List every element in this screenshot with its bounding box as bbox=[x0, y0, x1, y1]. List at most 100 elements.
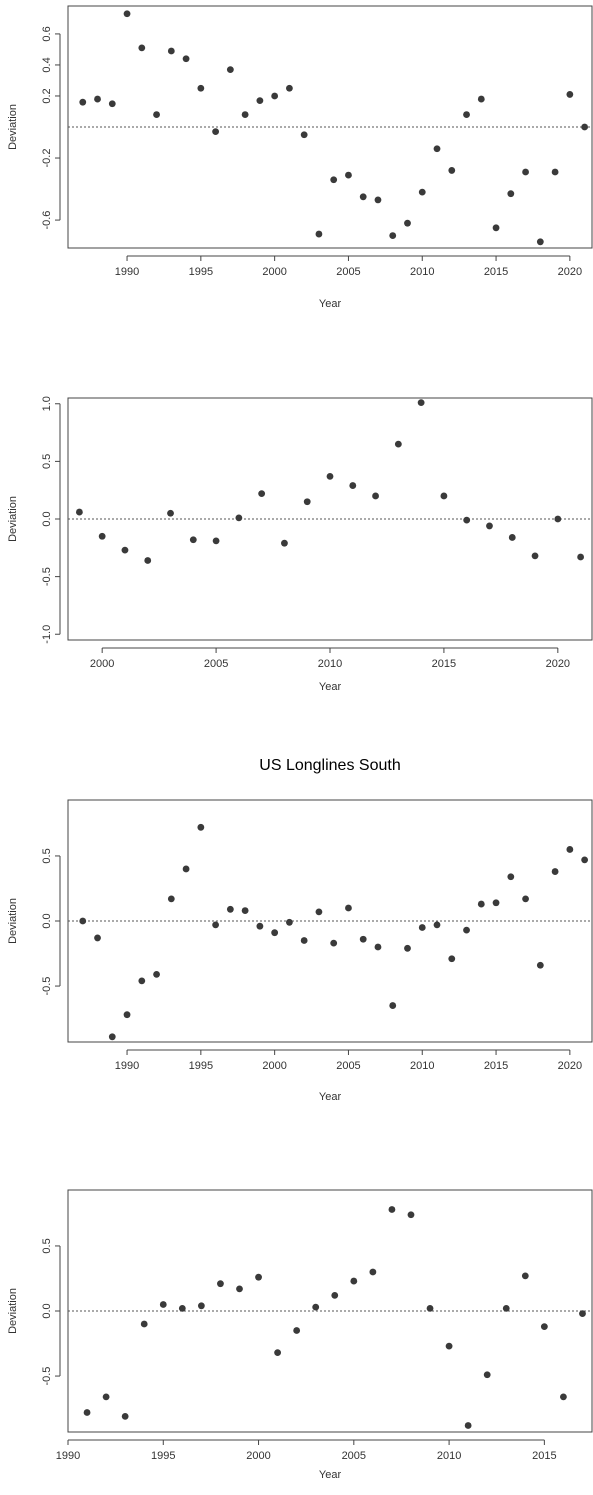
y-tick-label: 0.0 bbox=[41, 511, 53, 526]
x-tick-label: 1990 bbox=[56, 1450, 80, 1462]
data-point bbox=[197, 84, 205, 92]
data-point bbox=[445, 1342, 453, 1350]
data-point bbox=[448, 955, 456, 963]
data-point bbox=[121, 546, 129, 554]
x-tick-label: 1995 bbox=[189, 266, 213, 278]
data-point bbox=[182, 865, 190, 873]
x-tick-label: 2010 bbox=[410, 266, 434, 278]
data-point bbox=[83, 1409, 91, 1416]
data-point bbox=[123, 1011, 131, 1019]
data-point bbox=[286, 918, 293, 926]
y-tick-label: 0.5 bbox=[41, 454, 53, 469]
data-point bbox=[235, 514, 243, 522]
data-point bbox=[286, 84, 293, 92]
data-point bbox=[440, 492, 448, 500]
data-point bbox=[374, 196, 382, 204]
data-point bbox=[189, 536, 197, 544]
data-point bbox=[274, 1349, 281, 1357]
x-tick-label: 2000 bbox=[262, 266, 286, 278]
chart-title: US Longlines South bbox=[259, 757, 400, 774]
data-point bbox=[255, 1273, 262, 1281]
data-point bbox=[138, 977, 146, 985]
x-tick-label: 2005 bbox=[342, 1450, 366, 1462]
x-tick-label: 2020 bbox=[558, 266, 582, 278]
data-point bbox=[418, 924, 426, 931]
data-point bbox=[197, 823, 205, 831]
data-point bbox=[349, 482, 357, 489]
data-point bbox=[372, 492, 379, 500]
data-point bbox=[507, 873, 515, 881]
data-point bbox=[75, 508, 83, 516]
data-point bbox=[369, 1268, 377, 1276]
data-point bbox=[433, 145, 441, 153]
data-point bbox=[217, 1280, 224, 1288]
data-point bbox=[256, 922, 264, 930]
data-point bbox=[554, 515, 562, 523]
data-point bbox=[540, 1323, 548, 1331]
y-tick-label: 0.5 bbox=[41, 848, 53, 863]
chart-panel-2: 2000 2005 2010 2015 2020 -1.0 -0.5 0.0 0.5 1.0 Yea… bbox=[7, 396, 593, 693]
data-point bbox=[182, 55, 190, 63]
data-point bbox=[394, 440, 402, 448]
data-point bbox=[212, 128, 220, 136]
y-tick-label: -0.5 bbox=[41, 1367, 53, 1386]
data-point bbox=[79, 98, 87, 106]
x-tick-label: 2015 bbox=[484, 1060, 508, 1072]
data-point bbox=[144, 557, 152, 564]
x-tick-label: 2010 bbox=[437, 1450, 461, 1462]
y-axis-title: Deviation bbox=[7, 104, 19, 150]
data-point bbox=[258, 490, 266, 498]
y-tick-label: -0.2 bbox=[41, 149, 53, 168]
data-point bbox=[560, 1393, 567, 1401]
data-point bbox=[426, 1304, 434, 1312]
y-tick-label: 0.2 bbox=[41, 88, 53, 103]
data-point bbox=[507, 190, 515, 198]
data-point bbox=[531, 552, 539, 560]
data-point bbox=[477, 900, 485, 908]
x-tick-label: 2020 bbox=[546, 658, 570, 670]
data-point bbox=[108, 100, 116, 108]
y-tick-label: 0.0 bbox=[41, 1303, 53, 1318]
data-point bbox=[167, 47, 175, 55]
data-point bbox=[256, 97, 264, 105]
data-point bbox=[566, 91, 574, 98]
data-point bbox=[579, 1310, 586, 1318]
data-point bbox=[167, 895, 175, 903]
data-point bbox=[121, 1412, 129, 1420]
data-point bbox=[138, 44, 146, 52]
y-axis-title: Deviation bbox=[7, 898, 19, 944]
data-point bbox=[463, 111, 470, 118]
data-point bbox=[486, 522, 493, 530]
data-point bbox=[536, 238, 544, 246]
y-tick-label: -0.5 bbox=[41, 977, 53, 996]
data-point bbox=[551, 168, 559, 176]
data-point bbox=[140, 1320, 148, 1328]
x-tick-label: 2000 bbox=[90, 658, 114, 670]
data-point bbox=[330, 939, 338, 947]
data-point bbox=[94, 934, 101, 942]
chart-panel-3: US Longlines South 1990 1995 2000 2005 2010 20… bbox=[7, 757, 593, 1103]
data-point bbox=[464, 1422, 472, 1429]
data-point bbox=[98, 532, 106, 540]
data-point bbox=[404, 944, 411, 952]
data-point bbox=[167, 509, 174, 517]
data-point bbox=[566, 846, 574, 853]
data-point bbox=[463, 516, 471, 524]
data-point bbox=[477, 95, 485, 103]
data-point bbox=[212, 921, 220, 929]
x-axis-title: Year bbox=[319, 1091, 342, 1103]
data-point bbox=[407, 1211, 415, 1219]
data-point bbox=[123, 10, 131, 18]
x-axis-title: Year bbox=[319, 681, 342, 693]
data-point bbox=[241, 907, 249, 914]
y-tick-label: -1.0 bbox=[41, 625, 53, 644]
data-point bbox=[418, 188, 426, 196]
data-point bbox=[359, 193, 367, 201]
data-point bbox=[79, 917, 87, 925]
data-point bbox=[492, 899, 500, 907]
data-point bbox=[433, 921, 441, 929]
data-point bbox=[389, 232, 397, 239]
y-axis-title: Deviation bbox=[7, 496, 19, 542]
y-tick-label: 0.5 bbox=[41, 1238, 53, 1253]
